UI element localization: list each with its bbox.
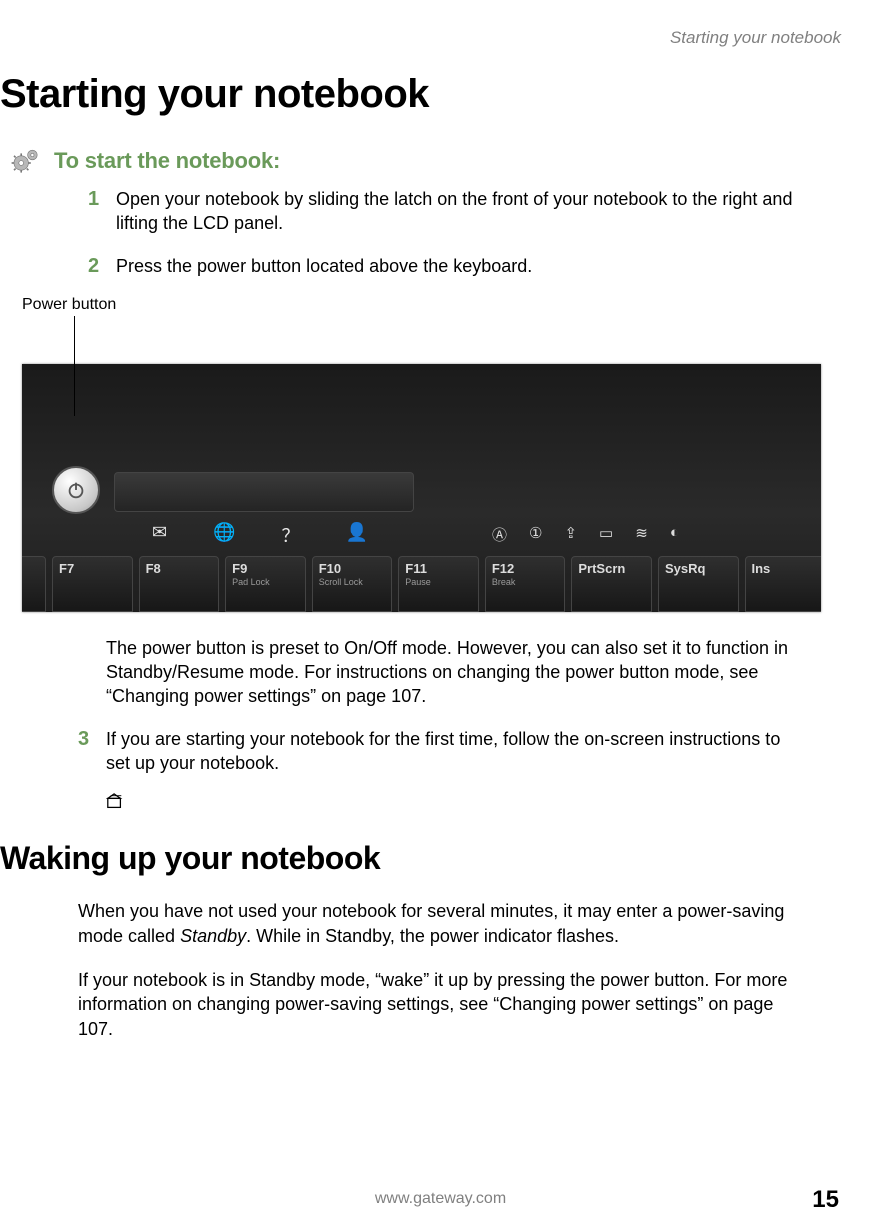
section-title-waking: Waking up your notebook bbox=[0, 840, 843, 877]
power-button-photo bbox=[52, 466, 100, 514]
capslock-led-icon: Ⓐ bbox=[492, 524, 507, 545]
callout-line bbox=[74, 316, 75, 416]
gears-icon bbox=[10, 147, 42, 175]
key-6: 6 bbox=[22, 556, 46, 612]
step-number: 1 bbox=[88, 187, 116, 236]
callout-line-container bbox=[0, 316, 843, 364]
step-3: 3 If you are starting your notebook for … bbox=[78, 727, 843, 776]
indicator-icon: ≋ bbox=[635, 524, 648, 545]
mail-icon: ✉ bbox=[152, 522, 167, 548]
key-ins: Ins bbox=[745, 556, 822, 612]
step-number: 3 bbox=[78, 727, 106, 776]
key-prtscrn: PrtScrn bbox=[571, 556, 652, 612]
key-f9: F9Pad Lock bbox=[225, 556, 306, 612]
step-1: 1 Open your notebook by sliding the latc… bbox=[88, 187, 843, 236]
quick-icons-left: ✉ 🌐 ？ 👤 bbox=[152, 522, 368, 548]
end-procedure-icon bbox=[106, 793, 843, 816]
keyboard-photo: ✉ 🌐 ？ 👤 Ⓐ ① ⇪ ▭ ≋ ◐ 6 F7 F8 F9Pad Lock F… bbox=[22, 364, 821, 612]
indicator-icons-right: Ⓐ ① ⇪ ▭ ≋ ◐ bbox=[492, 524, 679, 545]
step-2-continuation: The power button is preset to On/Off mod… bbox=[106, 636, 803, 709]
running-header: Starting your notebook bbox=[0, 28, 843, 48]
waking-para-1: When you have not used your notebook for… bbox=[78, 899, 807, 948]
step-number: 2 bbox=[88, 254, 116, 278]
indicator-icon: ◐ bbox=[670, 524, 679, 545]
scrolllock-led-icon: ⇪ bbox=[564, 524, 577, 545]
key-f11: F11Pause bbox=[398, 556, 479, 612]
waking-para-2: If your notebook is in Standby mode, “wa… bbox=[78, 968, 807, 1041]
key-f10: F10Scroll Lock bbox=[312, 556, 393, 612]
key-sysrq: SysRq bbox=[658, 556, 739, 612]
standby-term: Standby bbox=[180, 926, 246, 946]
key-f7: F7 bbox=[52, 556, 133, 612]
procedure-title: To start the notebook: bbox=[54, 148, 280, 174]
callout-label: Power button bbox=[22, 296, 843, 314]
para-text: . While in Standby, the power indicator … bbox=[246, 926, 619, 946]
key-f8: F8 bbox=[139, 556, 220, 612]
indicator-icon: ▭ bbox=[599, 524, 613, 545]
numlock-led-icon: ① bbox=[529, 524, 542, 545]
step-text: Open your notebook by sliding the latch … bbox=[116, 187, 816, 236]
user-icon: 👤 bbox=[346, 522, 368, 548]
help-icon: ？ bbox=[282, 522, 300, 548]
media-strip bbox=[114, 472, 414, 512]
function-key-row: 6 F7 F8 F9Pad Lock F10Scroll Lock F11Pau… bbox=[22, 556, 821, 612]
step-text: Press the power button located above the… bbox=[116, 254, 532, 278]
key-f12: F12Break bbox=[485, 556, 566, 612]
step-2: 2 Press the power button located above t… bbox=[88, 254, 843, 278]
page-number: 15 bbox=[812, 1186, 839, 1214]
footer-url: www.gateway.com bbox=[0, 1190, 881, 1208]
step-text: If you are starting your notebook for th… bbox=[106, 727, 806, 776]
globe-icon: 🌐 bbox=[213, 522, 235, 548]
main-title: Starting your notebook bbox=[0, 72, 843, 117]
